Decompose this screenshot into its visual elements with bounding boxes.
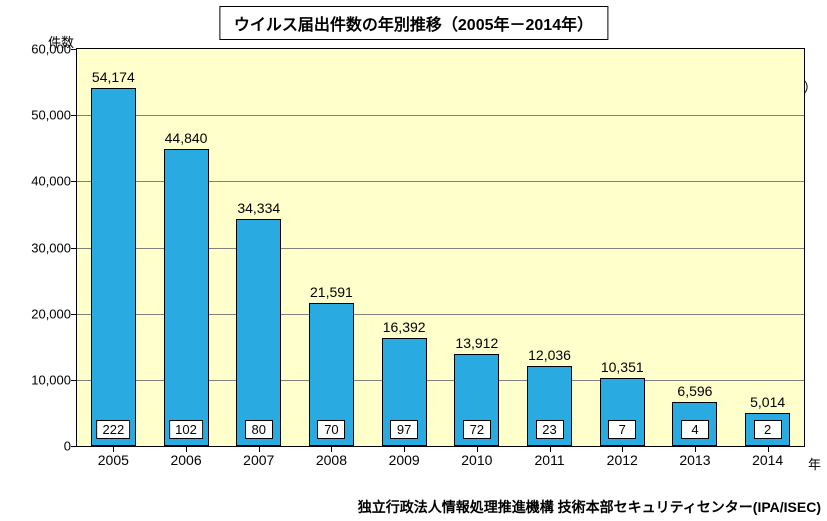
x-tick-label: 2013 [679,452,710,468]
x-tick-mark [186,446,187,452]
bar: 21,59170 [309,303,354,446]
bar-value-label: 34,334 [237,200,280,216]
bar-value-label: 21,591 [310,284,353,300]
bar-value-label: 44,840 [165,130,208,146]
y-tick-mark [71,380,77,381]
gridline [77,115,804,116]
bar: 54,174222 [91,88,136,446]
x-tick-mark [477,446,478,452]
bar-inner-count: 97 [390,420,418,439]
y-tick-label: 30,000 [31,240,71,255]
y-tick-label: 40,000 [31,174,71,189]
x-tick-label: 2012 [607,452,638,468]
bar-value-label: 54,174 [92,69,135,85]
bar-value-label: 6,596 [677,383,712,399]
x-tick-mark [622,446,623,452]
bar-inner-count: 222 [96,420,130,439]
chart-footer: 独立行政法人情報処理推進機構 技術本部セキュリティセンター(IPA/ISEC) [358,497,821,517]
x-tick-label: 2005 [98,452,129,468]
x-tick-label: 2011 [534,452,564,468]
x-tick-label: 2008 [316,452,347,468]
y-tick-mark [71,446,77,447]
y-tick-mark [71,115,77,116]
bar-value-label: 12,036 [528,347,571,363]
x-tick-label: 2009 [389,452,420,468]
x-tick-mark [550,446,551,452]
bar: 6,5964 [672,402,717,446]
bar-inner-count: 72 [463,420,491,439]
y-tick-label: 50,000 [31,108,71,123]
bar-inner-count: 70 [317,420,345,439]
y-tick-mark [71,181,77,182]
y-tick-label: 60,000 [31,42,71,57]
bar: 44,840102 [164,149,209,446]
x-axis-label: 年 [808,454,821,473]
plot-area: 010,00020,00030,00040,00050,00060,00054,… [76,48,805,447]
x-tick-mark [259,446,260,452]
bar-inner-count: 2 [754,420,782,439]
x-tick-mark [404,446,405,452]
bar: 13,91272 [454,354,499,446]
bar-inner-count: 23 [536,420,564,439]
x-tick-label: 2006 [170,452,201,468]
chart-title: ウイルス届出件数の年別推移（2005年－2014年） [219,6,608,40]
y-tick-label: 0 [64,439,71,454]
x-tick-mark [695,446,696,452]
x-tick-label: 2010 [461,452,492,468]
bar-inner-count: 4 [681,420,709,439]
bar-value-label: 5,014 [750,394,785,410]
bar-value-label: 10,351 [601,359,644,375]
x-tick-mark [113,446,114,452]
x-tick-mark [331,446,332,452]
bar-inner-count: 102 [169,420,203,439]
bar: 12,03623 [527,366,572,446]
bar-value-label: 13,912 [455,335,498,351]
y-tick-mark [71,248,77,249]
bar: 5,0142 [745,413,790,446]
x-tick-label: 2014 [752,452,783,468]
y-tick-label: 20,000 [31,306,71,321]
chart-container: ウイルス届出件数の年別推移（2005年－2014年） 件数 （注：白抜きの数字は… [0,0,827,521]
bar-inner-count: 80 [245,420,273,439]
bar: 16,39297 [382,338,427,446]
bar-inner-count: 7 [608,420,636,439]
y-tick-mark [71,314,77,315]
bar: 10,3517 [600,378,645,446]
x-tick-label: 2007 [243,452,274,468]
bar-value-label: 16,392 [383,319,426,335]
x-tick-mark [768,446,769,452]
bar: 34,33480 [236,219,281,446]
y-tick-mark [71,49,77,50]
y-tick-label: 10,000 [31,372,71,387]
